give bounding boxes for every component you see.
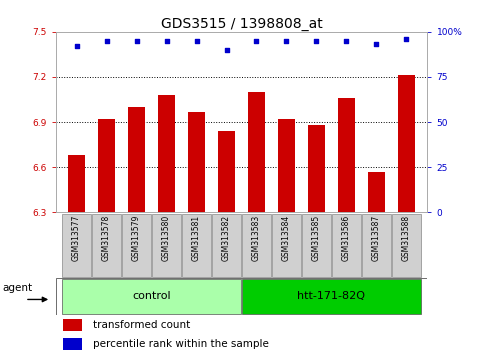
Bar [62, 279, 241, 314]
Bar [152, 214, 181, 277]
Point [283, 38, 290, 44]
Bar [248, 92, 265, 212]
Text: GSM313587: GSM313587 [372, 215, 381, 261]
Point [103, 38, 111, 44]
Title: GDS3515 / 1398808_at: GDS3515 / 1398808_at [161, 17, 322, 31]
Bar [362, 214, 391, 277]
Bar [392, 214, 421, 277]
Point [223, 47, 230, 53]
Text: GSM313588: GSM313588 [402, 215, 411, 261]
Bar [98, 119, 115, 212]
Bar [62, 214, 91, 277]
Bar [272, 214, 301, 277]
Point [342, 38, 350, 44]
Point [253, 38, 260, 44]
Text: GSM313579: GSM313579 [132, 215, 141, 261]
Bar [218, 131, 235, 212]
Text: GSM313580: GSM313580 [162, 215, 171, 261]
Bar [92, 214, 121, 277]
Text: agent: agent [3, 283, 33, 293]
Point [72, 44, 80, 49]
Bar [308, 125, 325, 212]
Text: GSM313586: GSM313586 [342, 215, 351, 261]
Text: transformed count: transformed count [93, 320, 190, 330]
Bar [68, 155, 85, 212]
Bar [278, 119, 295, 212]
Bar [63, 319, 82, 331]
Point [133, 38, 141, 44]
Bar [302, 214, 331, 277]
Text: htt-171-82Q: htt-171-82Q [298, 291, 366, 302]
Text: GSM313581: GSM313581 [192, 215, 201, 261]
Point [313, 38, 320, 44]
Text: GSM313582: GSM313582 [222, 215, 231, 261]
Bar [128, 107, 145, 212]
Point [193, 38, 200, 44]
Text: GSM313583: GSM313583 [252, 215, 261, 261]
Bar [338, 98, 355, 212]
Text: GSM313585: GSM313585 [312, 215, 321, 261]
Bar [188, 112, 205, 212]
Bar [158, 95, 175, 212]
Bar [242, 214, 271, 277]
Bar [212, 214, 241, 277]
Bar [63, 338, 82, 350]
Point [372, 42, 380, 47]
Bar [182, 214, 211, 277]
Point [403, 36, 411, 42]
Bar [332, 214, 361, 277]
Text: GSM313578: GSM313578 [102, 215, 111, 261]
Bar [368, 172, 385, 212]
Bar [122, 214, 151, 277]
Text: GSM313584: GSM313584 [282, 215, 291, 261]
Point [163, 38, 170, 44]
Bar [398, 75, 415, 212]
Text: control: control [132, 291, 171, 302]
Bar [242, 279, 421, 314]
Text: GSM313577: GSM313577 [72, 215, 81, 261]
Text: percentile rank within the sample: percentile rank within the sample [93, 339, 269, 349]
